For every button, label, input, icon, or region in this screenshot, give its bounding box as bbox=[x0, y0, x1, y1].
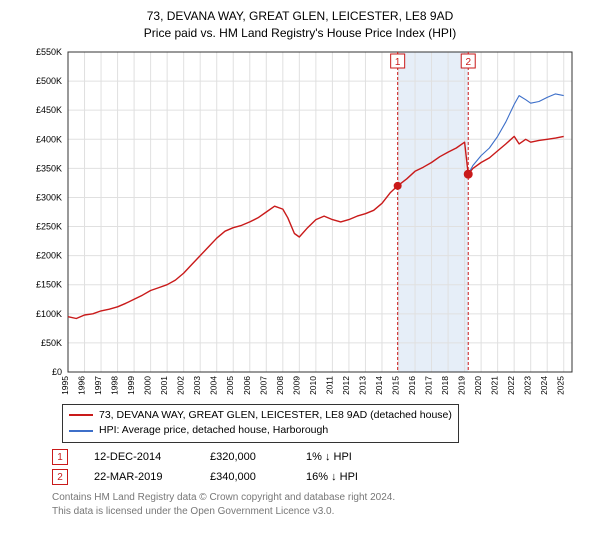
svg-text:2: 2 bbox=[465, 57, 471, 68]
chart-svg: £0 £50K £100K £150K £200K £250K £300K £350K £400… bbox=[20, 48, 580, 398]
svg-text:2008: 2008 bbox=[275, 375, 285, 394]
svg-text:1995: 1995 bbox=[60, 375, 70, 394]
svg-text:2017: 2017 bbox=[424, 375, 434, 394]
svg-text:£100K: £100K bbox=[36, 308, 62, 318]
svg-text:2014: 2014 bbox=[374, 375, 384, 394]
footer-line-2: This data is licensed under the Open Gov… bbox=[52, 505, 580, 519]
svg-text:2002: 2002 bbox=[176, 375, 186, 394]
svg-text:2006: 2006 bbox=[242, 375, 252, 394]
event-date-2: 22-MAR-2019 bbox=[94, 471, 184, 483]
svg-text:2012: 2012 bbox=[341, 375, 351, 394]
event-table: 1 12-DEC-2014 £320,000 1% ↓ HPI 2 22-MAR… bbox=[52, 449, 580, 485]
event-num-2: 2 bbox=[57, 472, 63, 483]
svg-text:1997: 1997 bbox=[93, 375, 103, 394]
svg-text:2020: 2020 bbox=[473, 375, 483, 394]
chart-area: £0 £50K £100K £150K £200K £250K £300K £350K £400… bbox=[20, 48, 580, 398]
svg-text:1996: 1996 bbox=[77, 375, 87, 394]
legend-label-hpi: HPI: Average price, detached house, Harb… bbox=[99, 423, 328, 439]
event-num-1: 1 bbox=[57, 452, 63, 463]
event-row-2: 2 22-MAR-2019 £340,000 16% ↓ HPI bbox=[52, 469, 580, 485]
svg-text:2011: 2011 bbox=[324, 375, 334, 394]
svg-text:2018: 2018 bbox=[440, 375, 450, 394]
event-marker-1: 1 bbox=[52, 449, 68, 465]
title-line-2: Price paid vs. HM Land Registry's House … bbox=[10, 25, 590, 42]
event-price-1: £320,000 bbox=[210, 451, 280, 463]
legend-row-1: 73, DEVANA WAY, GREAT GLEN, LEICESTER, L… bbox=[69, 408, 452, 424]
svg-text:2005: 2005 bbox=[225, 375, 235, 394]
legend-swatch-hpi bbox=[69, 430, 93, 432]
svg-text:£0: £0 bbox=[52, 367, 62, 377]
event-marker-2: 2 bbox=[52, 469, 68, 485]
svg-text:£500K: £500K bbox=[36, 76, 62, 86]
legend-box: 73, DEVANA WAY, GREAT GLEN, LEICESTER, L… bbox=[62, 404, 459, 444]
title-line-1: 73, DEVANA WAY, GREAT GLEN, LEICESTER, L… bbox=[10, 8, 590, 25]
event-date-1: 12-DEC-2014 bbox=[94, 451, 184, 463]
svg-text:1: 1 bbox=[395, 57, 401, 68]
footer-line-1: Contains HM Land Registry data © Crown c… bbox=[52, 491, 580, 505]
svg-text:2000: 2000 bbox=[143, 375, 153, 394]
svg-text:2003: 2003 bbox=[192, 375, 202, 394]
title-block: 73, DEVANA WAY, GREAT GLEN, LEICESTER, L… bbox=[10, 8, 590, 42]
svg-text:2013: 2013 bbox=[357, 375, 367, 394]
svg-text:2004: 2004 bbox=[209, 375, 219, 394]
legend-swatch-property bbox=[69, 414, 93, 416]
svg-text:2015: 2015 bbox=[390, 375, 400, 394]
svg-text:1998: 1998 bbox=[110, 375, 120, 394]
svg-text:£400K: £400K bbox=[36, 134, 62, 144]
svg-text:2023: 2023 bbox=[523, 375, 533, 394]
svg-text:2025: 2025 bbox=[556, 375, 566, 394]
svg-text:1999: 1999 bbox=[126, 375, 136, 394]
svg-text:£350K: £350K bbox=[36, 163, 62, 173]
svg-text:2009: 2009 bbox=[291, 375, 301, 394]
svg-text:2022: 2022 bbox=[506, 375, 516, 394]
svg-text:2016: 2016 bbox=[407, 375, 417, 394]
svg-text:2001: 2001 bbox=[159, 375, 169, 394]
event-change-1: 1% ↓ HPI bbox=[306, 451, 386, 463]
svg-text:£250K: £250K bbox=[36, 221, 62, 231]
svg-text:£50K: £50K bbox=[41, 338, 62, 348]
event-change-2: 16% ↓ HPI bbox=[306, 471, 386, 483]
svg-text:£550K: £550K bbox=[36, 48, 62, 57]
svg-text:2024: 2024 bbox=[539, 375, 549, 394]
event-price-2: £340,000 bbox=[210, 471, 280, 483]
svg-text:2007: 2007 bbox=[258, 375, 268, 394]
chart-container: 73, DEVANA WAY, GREAT GLEN, LEICESTER, L… bbox=[0, 0, 600, 560]
legend-row-2: HPI: Average price, detached house, Harb… bbox=[69, 423, 452, 439]
svg-text:2010: 2010 bbox=[308, 375, 318, 394]
svg-text:2019: 2019 bbox=[457, 375, 467, 394]
svg-text:£450K: £450K bbox=[36, 105, 62, 115]
svg-text:£300K: £300K bbox=[36, 192, 62, 202]
svg-text:£150K: £150K bbox=[36, 279, 62, 289]
footer-text: Contains HM Land Registry data © Crown c… bbox=[52, 491, 580, 518]
event-row-1: 1 12-DEC-2014 £320,000 1% ↓ HPI bbox=[52, 449, 580, 465]
svg-text:£200K: £200K bbox=[36, 250, 62, 260]
legend-label-property: 73, DEVANA WAY, GREAT GLEN, LEICESTER, L… bbox=[99, 408, 452, 424]
svg-text:2021: 2021 bbox=[490, 375, 500, 394]
